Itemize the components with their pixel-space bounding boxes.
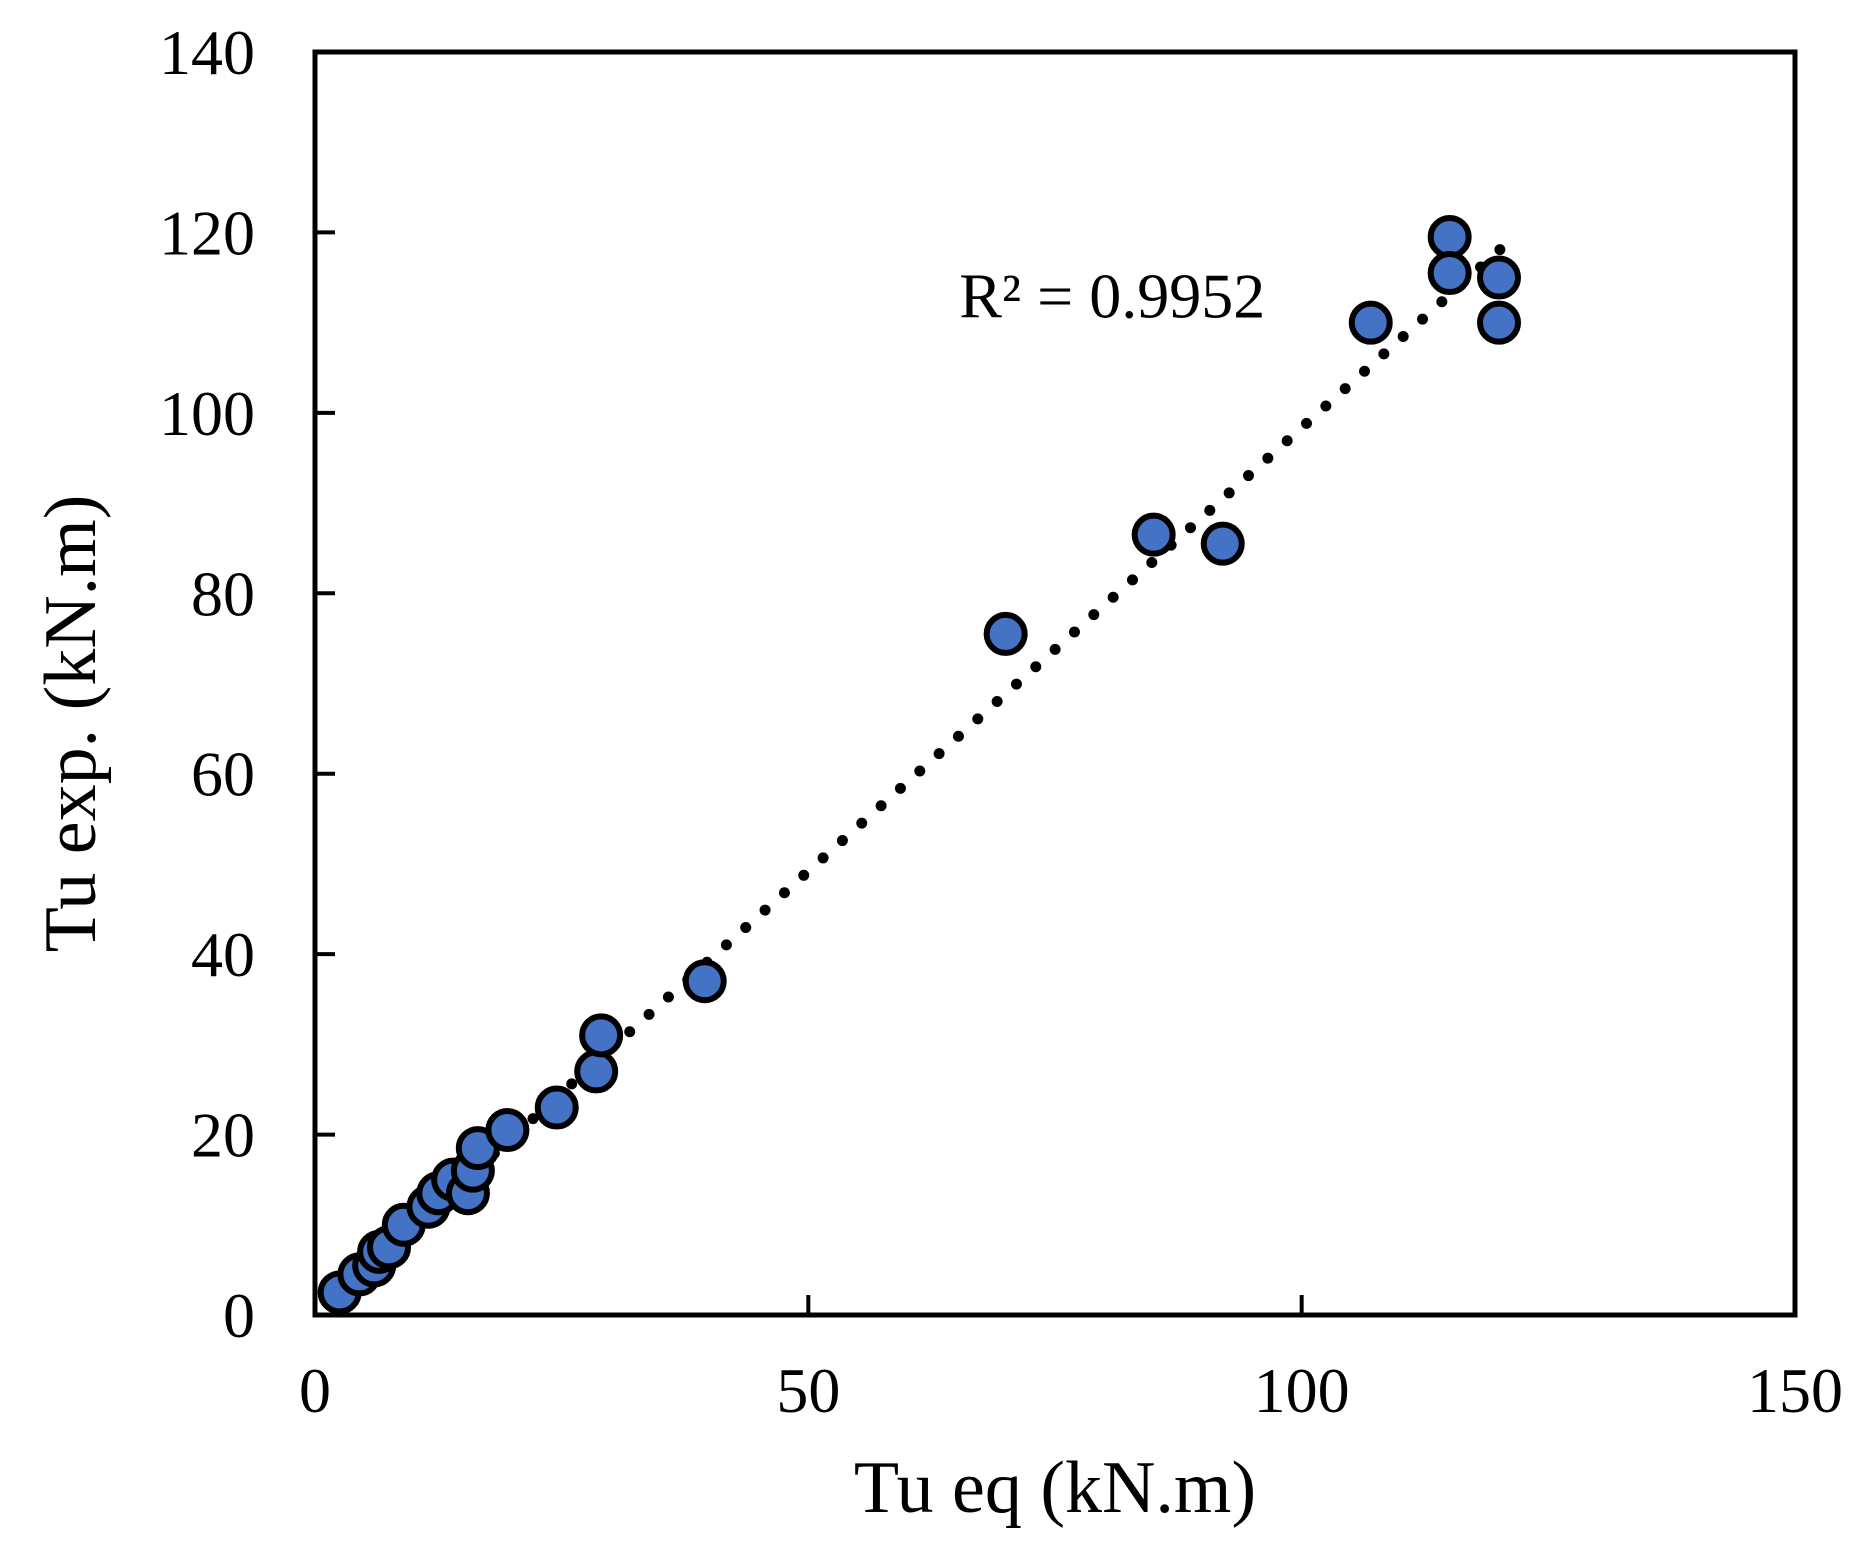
r-squared-annotation: R² = 0.9952 bbox=[959, 261, 1265, 332]
plot-area-frame bbox=[312, 49, 1798, 1318]
y-axis-ticks: 0 20 40 60 80 100 120 140 bbox=[159, 17, 335, 1351]
trendline bbox=[334, 240, 1510, 1298]
data-point bbox=[579, 1013, 624, 1058]
y-tick-label: 140 bbox=[159, 17, 255, 88]
y-tick-label: 40 bbox=[191, 919, 255, 990]
data-point bbox=[1427, 251, 1472, 296]
data-point bbox=[485, 1108, 530, 1153]
y-tick-label: 20 bbox=[191, 1100, 255, 1171]
data-point bbox=[983, 611, 1028, 656]
x-tick-label: 150 bbox=[1747, 1355, 1843, 1426]
data-point bbox=[1427, 214, 1472, 259]
y-tick-label: 80 bbox=[191, 558, 255, 629]
x-axis-title: Tu eq (kN.m) bbox=[854, 1447, 1256, 1529]
data-point bbox=[1131, 512, 1176, 557]
y-tick-label: 100 bbox=[159, 378, 255, 449]
y-axis-title: Tu exp. (kN.m) bbox=[30, 495, 112, 953]
x-tick-label: 0 bbox=[299, 1355, 331, 1426]
x-tick-label: 50 bbox=[776, 1355, 840, 1426]
data-point bbox=[1200, 521, 1245, 566]
data-point bbox=[574, 1049, 619, 1094]
trendline-layer bbox=[334, 240, 1510, 1298]
y-tick-label: 0 bbox=[223, 1280, 255, 1351]
data-point bbox=[682, 959, 727, 1004]
data-point bbox=[534, 1085, 579, 1130]
x-axis-ticks: 0 50 100 150 bbox=[299, 1295, 1843, 1426]
y-tick-label: 120 bbox=[159, 197, 255, 268]
y-tick-label: 60 bbox=[191, 739, 255, 810]
data-point bbox=[1477, 255, 1521, 300]
data-points bbox=[317, 214, 1521, 1315]
data-point bbox=[1348, 300, 1393, 345]
data-point bbox=[1477, 300, 1521, 345]
x-tick-label: 100 bbox=[1254, 1355, 1350, 1426]
